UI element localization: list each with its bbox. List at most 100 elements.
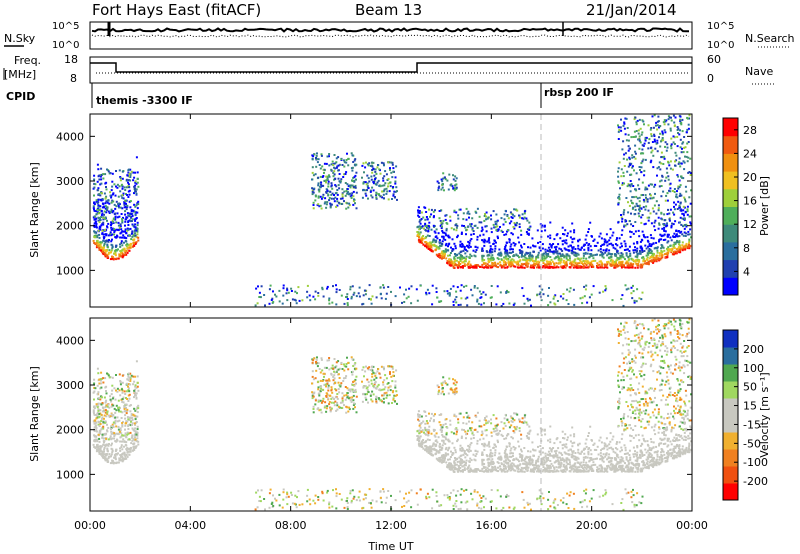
power-cell (676, 174, 679, 177)
power-cell (673, 136, 676, 139)
power-cell (678, 157, 681, 160)
power-cell (114, 236, 117, 239)
power-cell (476, 300, 479, 303)
power-cell (621, 182, 624, 185)
velocity-cell (432, 420, 435, 423)
velocity-cell (127, 385, 129, 388)
power-cell (474, 224, 477, 227)
power-cell (684, 246, 686, 249)
power-cell (368, 162, 371, 165)
power-cell (101, 206, 104, 209)
power-cell (684, 211, 687, 214)
power-cell (325, 203, 328, 206)
power-cell (100, 209, 103, 212)
power-cell (610, 242, 613, 245)
velocity-cell (111, 448, 114, 451)
power-cell (129, 172, 132, 175)
power-cell (682, 213, 685, 216)
velocity-cell (124, 434, 126, 437)
velocity-cell (541, 460, 544, 463)
power-cell (318, 164, 321, 166)
velocity-cell (419, 435, 422, 438)
velocity-cell (125, 412, 128, 415)
power-cell (675, 229, 678, 232)
power-cell (443, 231, 446, 234)
power-cell (258, 291, 261, 294)
velocity-cell (100, 418, 103, 421)
power-cell (476, 238, 479, 241)
power-cell (104, 241, 107, 244)
power-cell (362, 302, 365, 305)
power-cell (623, 225, 626, 228)
power-cell (527, 259, 530, 262)
power-cell (387, 198, 390, 201)
power-cell (97, 229, 100, 232)
power-cell (278, 300, 281, 303)
velocity-cell (664, 434, 667, 437)
velocity-cell (127, 387, 130, 390)
power-cell (495, 220, 498, 223)
velocity-cell (509, 464, 512, 467)
power-cell (688, 117, 691, 120)
velocity-cell (126, 447, 129, 450)
power-cell (382, 286, 385, 289)
power-cell (103, 243, 106, 245)
velocity-cell (117, 452, 119, 455)
power-cell (126, 212, 129, 215)
power-cell (130, 242, 132, 245)
power-cell (611, 262, 614, 264)
velocity-cell (135, 392, 138, 395)
velocity-cell (94, 440, 97, 443)
power-cell (130, 170, 133, 173)
power-cell (380, 297, 383, 300)
velocity-cell (634, 450, 636, 453)
velocity-cell (117, 461, 120, 464)
velocity-cell (107, 455, 110, 458)
power-cell (130, 213, 133, 216)
power-cell (123, 254, 126, 256)
power-cell (468, 216, 470, 219)
power-cell (502, 263, 505, 266)
power-cell (124, 230, 126, 233)
power-cell (629, 230, 631, 233)
power-cell (573, 231, 576, 234)
power-cell (483, 259, 486, 261)
power-cell (124, 189, 127, 191)
power-colorbar-tick-label: 8 (743, 242, 750, 255)
velocity-cell (581, 450, 583, 453)
power-cell (427, 230, 430, 232)
power-cell (440, 244, 443, 247)
power-cell (127, 228, 130, 231)
power-cell (640, 194, 643, 197)
power-cell (93, 202, 96, 205)
power-cell (455, 254, 458, 257)
power-cell (541, 256, 544, 259)
power-cell (640, 152, 642, 155)
power-cell (105, 239, 108, 242)
velocity-cell (460, 435, 463, 438)
power-cell (485, 264, 488, 267)
power-cell (652, 196, 655, 199)
power-cell (602, 290, 605, 293)
velocity-cell (596, 457, 598, 460)
power-cell (655, 257, 658, 260)
power-cell (428, 243, 431, 246)
power-cell (454, 184, 457, 187)
power-cell (418, 236, 420, 239)
velocity-cell (132, 413, 135, 416)
power-cell (454, 259, 457, 262)
power-cell (372, 189, 375, 192)
power-cell (653, 253, 655, 256)
velocity-cell (119, 436, 122, 439)
power-cell (617, 203, 620, 206)
power-cell (647, 147, 650, 150)
power-cell (645, 136, 648, 139)
power-cell (473, 285, 476, 287)
power-cell (122, 255, 125, 258)
power-cell (670, 239, 673, 242)
velocity-cell (611, 457, 614, 460)
power-cell (688, 171, 691, 173)
velocity-cell (111, 423, 114, 426)
power-cell (586, 301, 589, 304)
velocity-cell (511, 437, 514, 440)
